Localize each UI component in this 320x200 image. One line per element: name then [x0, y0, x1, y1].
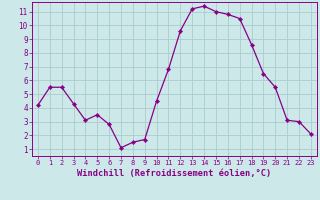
- X-axis label: Windchill (Refroidissement éolien,°C): Windchill (Refroidissement éolien,°C): [77, 169, 272, 178]
